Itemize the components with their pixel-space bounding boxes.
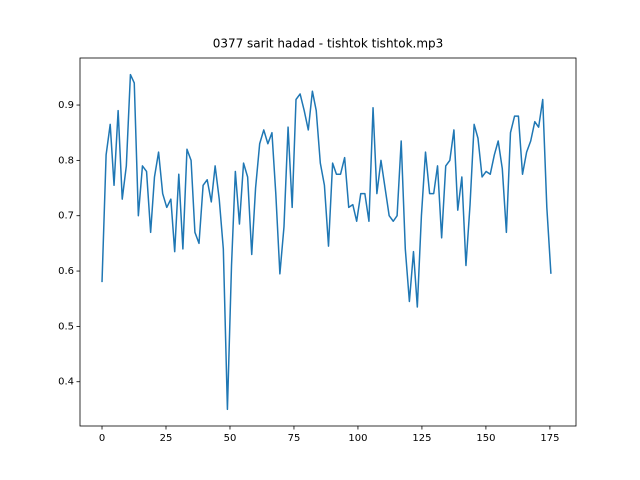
data-line — [101, 73, 552, 411]
y-tick-label: 0.5 — [58, 321, 74, 332]
x-tick-label: 150 — [476, 433, 495, 444]
x-tick-label: 50 — [224, 433, 237, 444]
y-tick-label: 0.8 — [58, 155, 74, 166]
plot-frame — [79, 57, 577, 427]
x-tick-label: 175 — [540, 433, 559, 444]
y-tick-label: 0.9 — [58, 100, 74, 111]
x-tick-label: 75 — [288, 433, 301, 444]
x-tick-label: 100 — [348, 433, 367, 444]
y-tick-label: 0.7 — [58, 211, 74, 222]
chart-title: 0377 sarit hadad - tishtok tishtok.mp3 — [213, 37, 444, 51]
x-tick-label: 0 — [99, 433, 105, 444]
x-tick-label: 25 — [160, 433, 173, 444]
x-tick-label: 125 — [412, 433, 431, 444]
y-tick-label: 0.4 — [58, 377, 74, 388]
y-tick-label: 0.6 — [58, 266, 74, 277]
